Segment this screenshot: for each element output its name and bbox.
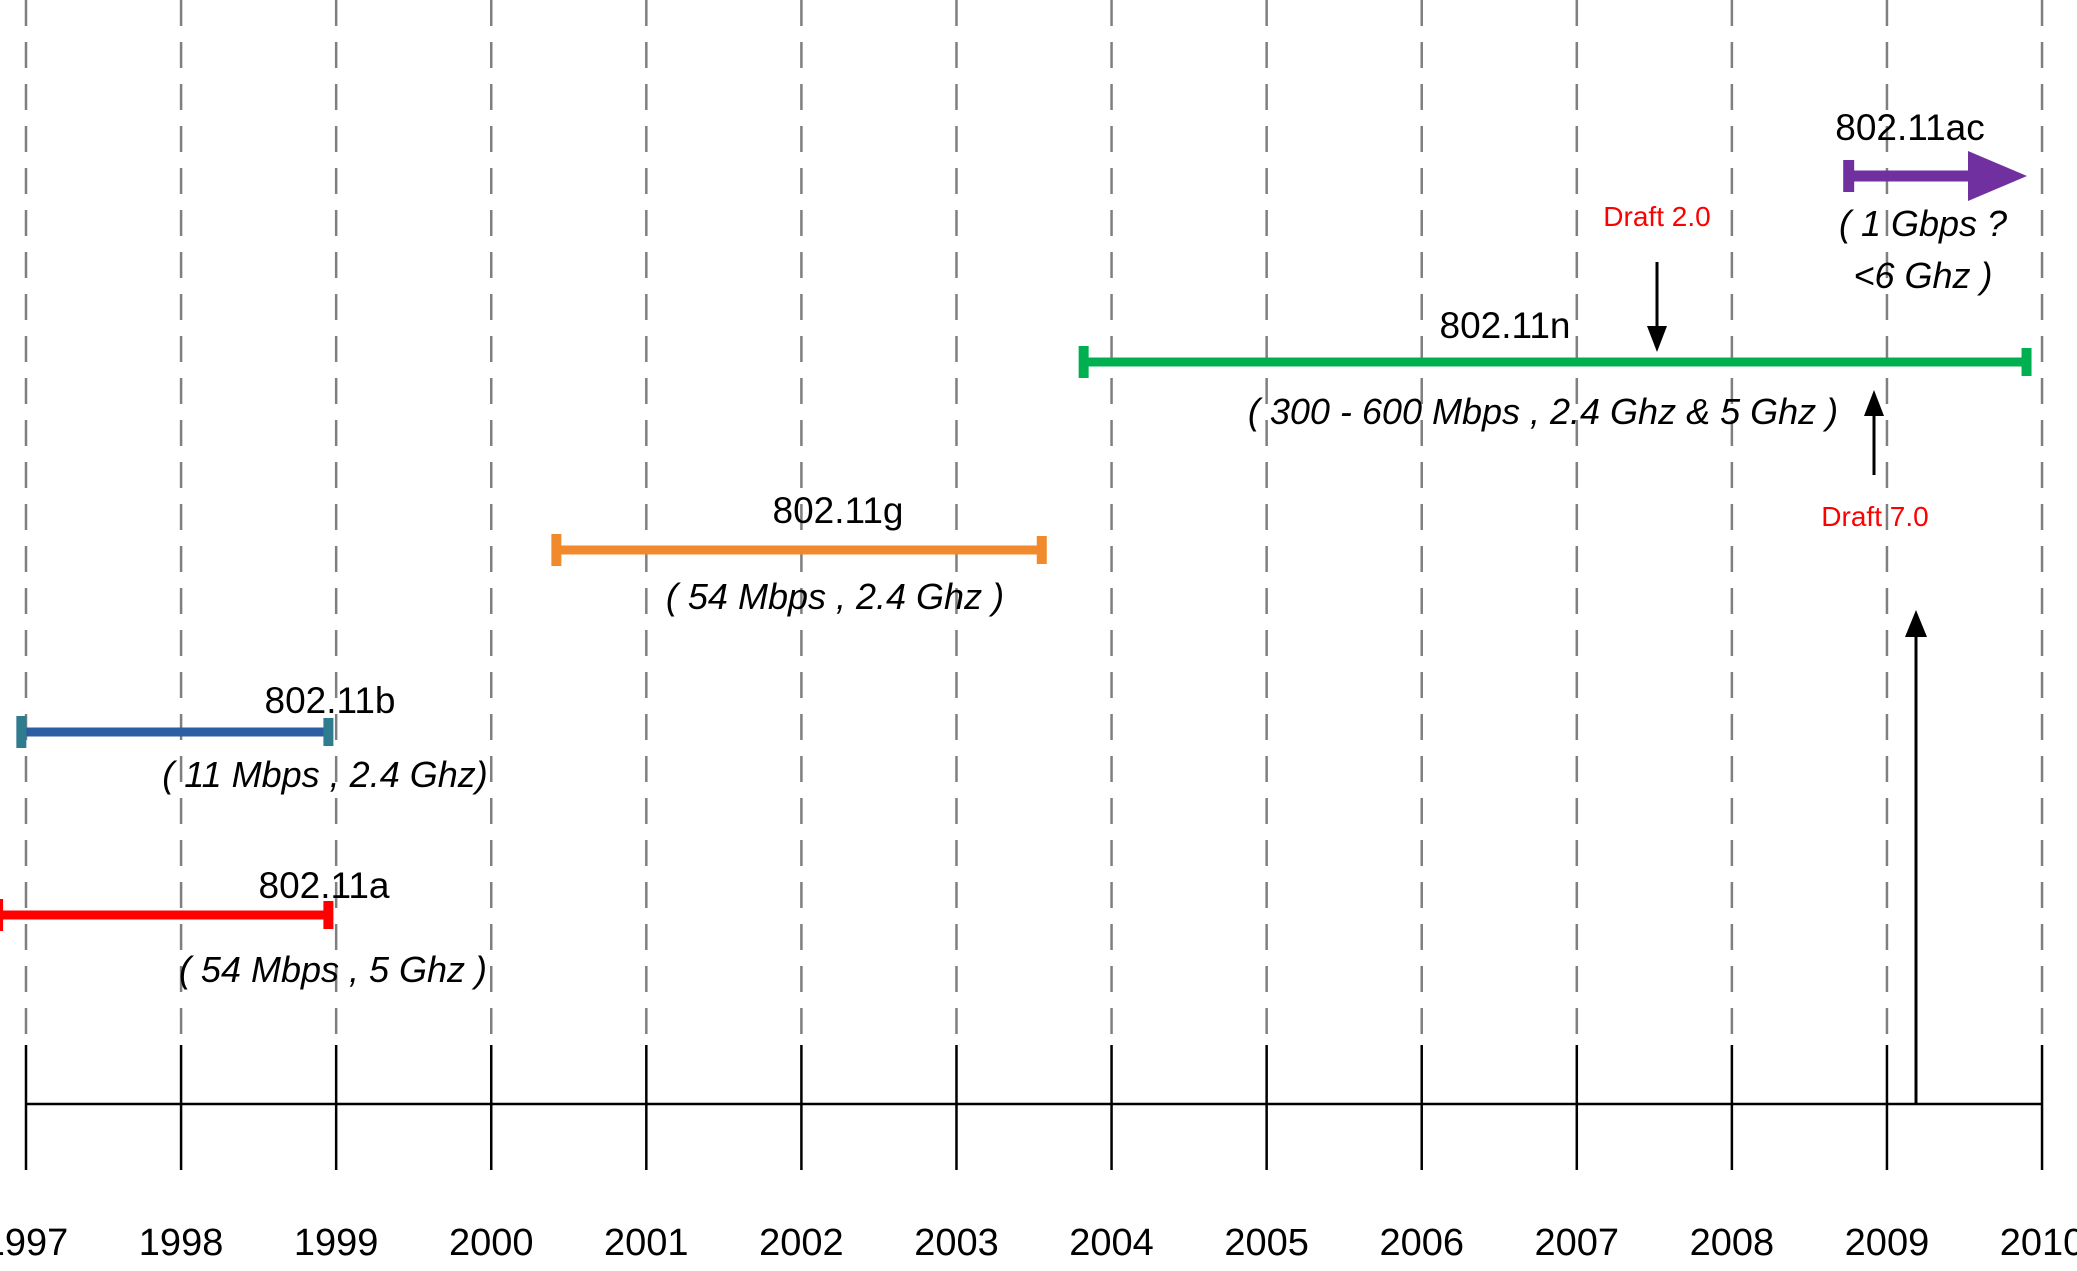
year-label-2010: 2010 xyxy=(2000,1222,2077,1264)
bar-802-11g-end-cap xyxy=(1036,536,1047,564)
bar-802-11n-end-cap xyxy=(2021,348,2032,376)
vertical-axis-arrow xyxy=(1905,610,1927,1104)
year-label-2004: 2004 xyxy=(1069,1222,1154,1264)
bar-802-11ac-start-cap xyxy=(1843,160,1855,192)
draft-7-label: Draft 7.0 xyxy=(1821,501,1928,532)
year-label-2001: 2001 xyxy=(604,1222,689,1264)
year-gridlines xyxy=(24,0,2044,1045)
year-label-1999: 1999 xyxy=(294,1222,379,1264)
bar-802-11a-start-cap xyxy=(0,899,4,931)
label-802-11n: 802.11n xyxy=(1440,305,1571,346)
bar-802-11a-end-cap xyxy=(323,901,334,929)
standard-802-11n: 802.11n ( 300 - 600 Mbps , 2.4 Ghz & 5 G… xyxy=(1078,305,2032,432)
year-label-2008: 2008 xyxy=(1690,1222,1775,1264)
standard-802-11g: 802.11g ( 54 Mbps , 2.4 Ghz ) xyxy=(551,490,1047,617)
year-label-2000: 2000 xyxy=(449,1222,534,1264)
label-802-11g: 802.11g xyxy=(773,490,904,531)
spec-802-11ac-line-2: <6 Ghz ) xyxy=(1853,255,1992,296)
arrowhead-802-11ac xyxy=(1968,151,2027,201)
bar-802-11b-start-cap xyxy=(16,716,27,748)
draft-2-label: Draft 2.0 xyxy=(1603,201,1710,232)
standard-802-11a: 802.11a ( 54 Mbps , 5 Ghz ) xyxy=(0,865,487,990)
year-label-2005: 2005 xyxy=(1224,1222,1309,1264)
spec-802-11n: ( 300 - 600 Mbps , 2.4 Ghz & 5 Ghz ) xyxy=(1248,391,1838,432)
label-802-11a: 802.11a xyxy=(259,865,390,906)
year-label-2002: 2002 xyxy=(759,1222,844,1264)
spec-802-11b: ( 11 Mbps , 2.4 Ghz) xyxy=(162,754,487,795)
year-label-2009: 2009 xyxy=(1845,1222,1930,1264)
year-label-2007: 2007 xyxy=(1535,1222,1620,1264)
label-802-11b: 802.11b xyxy=(265,680,396,721)
spec-802-11a: ( 54 Mbps , 5 Ghz ) xyxy=(179,949,487,990)
draft-2-arrowhead xyxy=(1647,326,1667,352)
standard-802-11b: 802.11b ( 11 Mbps , 2.4 Ghz) xyxy=(16,680,488,795)
draft-2-marker: Draft 2.0 xyxy=(1603,201,1711,352)
vertical-arrowhead xyxy=(1905,610,1927,637)
label-802-11ac: 802.11ac xyxy=(1835,107,1985,148)
draft-7-marker: Draft 7.0 xyxy=(1821,390,1929,532)
year-label-1997: 1997 xyxy=(0,1222,68,1264)
bar-802-11b-end-cap xyxy=(323,718,334,746)
year-label-1998: 1998 xyxy=(139,1222,224,1264)
standard-802-11ac: 802.11ac ( 1 Gbps ? <6 Ghz ) xyxy=(1835,107,2027,296)
spec-802-11g: ( 54 Mbps , 2.4 Ghz ) xyxy=(666,576,1004,617)
bar-802-11n-start-cap xyxy=(1078,346,1089,378)
year-label-2006: 2006 xyxy=(1379,1222,1464,1264)
spec-802-11ac-line-1: ( 1 Gbps ? xyxy=(1839,203,2007,244)
bar-802-11g-start-cap xyxy=(551,534,562,566)
year-label-2003: 2003 xyxy=(914,1222,999,1264)
draft-7-arrowhead xyxy=(1864,390,1884,416)
year-labels: 1997 1998 1999 2000 2001 2002 2003 2004 2005 2006… xyxy=(0,1222,2077,1264)
timeline-axis xyxy=(24,1045,2044,1170)
